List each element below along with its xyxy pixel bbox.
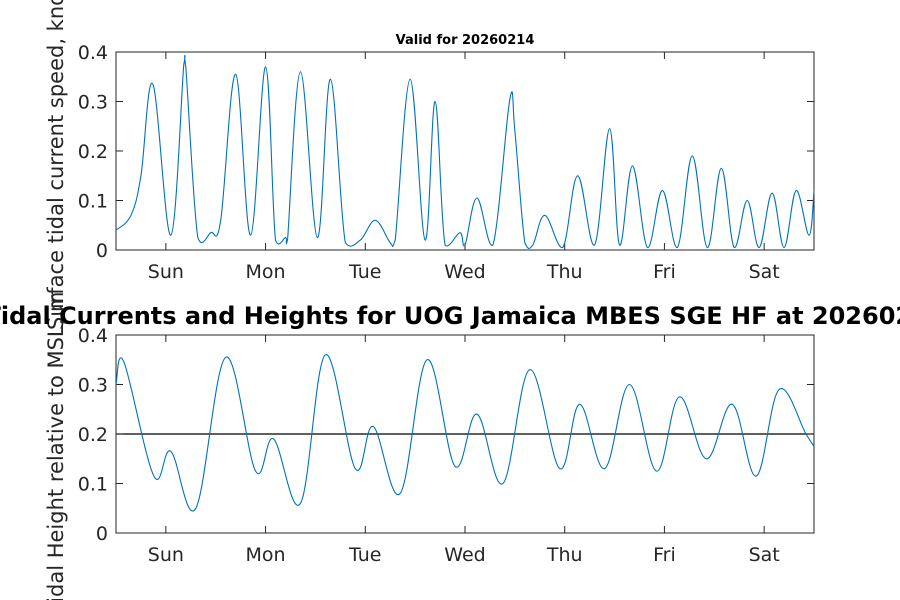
heights-y-tick-label: 0.4 <box>78 325 108 347</box>
heights-x-tick-label-thu: Thu <box>546 544 583 566</box>
currents-y-tick-label: 0.2 <box>78 141 108 163</box>
current-speed-series-line <box>115 54 815 250</box>
currents-panel: Valid for 20260214 0 0.1 0.2 0.3 0.4 Sun Mon T… <box>44 0 815 330</box>
currents-y-tick-label: 0.3 <box>78 92 108 114</box>
currents-x-tick-label-mon: Mon <box>246 261 286 283</box>
currents-x-tick-label-tue: Tue <box>348 261 381 283</box>
heights-x-tick-label-wed: Wed <box>444 544 485 566</box>
heights-x-tick-label-sat: Sat <box>749 544 780 566</box>
currents-x-tick-label-sat: Sat <box>749 261 780 283</box>
currents-x-tick-label-thu: Thu <box>546 261 583 283</box>
currents-chart-title: Valid for 20260214 <box>396 33 535 48</box>
currents-y-axis-label: Surface tidal current speed, knots <box>44 0 68 330</box>
currents-x-tick-label-fri: Fri <box>653 261 676 283</box>
currents-x-tick-label-sun: Sun <box>148 261 184 283</box>
currents-y-tick-label: 0 <box>96 240 108 262</box>
heights-y-tick-label: 0.1 <box>78 474 108 496</box>
heights-x-tick-label-mon: Mon <box>246 544 286 566</box>
heights-panel: 0 0.1 0.2 0.3 0.4 Sun Mon Tue Wed Thu Fri Sat Tida… <box>44 292 815 600</box>
currents-x-tick-label-wed: Wed <box>444 261 485 283</box>
heights-x-tick-label-sun: Sun <box>148 544 184 566</box>
heights-y-tick-label: 0.2 <box>78 424 108 446</box>
figure-main-title: Tidal Currents and Heights for UOG Jamai… <box>0 302 900 330</box>
heights-x-tick-label-tue: Tue <box>348 544 381 566</box>
heights-x-tick-label-fri: Fri <box>653 544 676 566</box>
heights-y-tick-label: 0 <box>96 523 108 545</box>
currents-y-tick-label: 0.4 <box>78 42 108 64</box>
currents-y-tick-label: 0.1 <box>78 191 108 213</box>
heights-y-axis-label: Tidal Height relative to MSL, m <box>44 292 68 600</box>
tidal-height-series-line <box>115 354 815 512</box>
heights-y-tick-label: 0.3 <box>78 375 108 397</box>
